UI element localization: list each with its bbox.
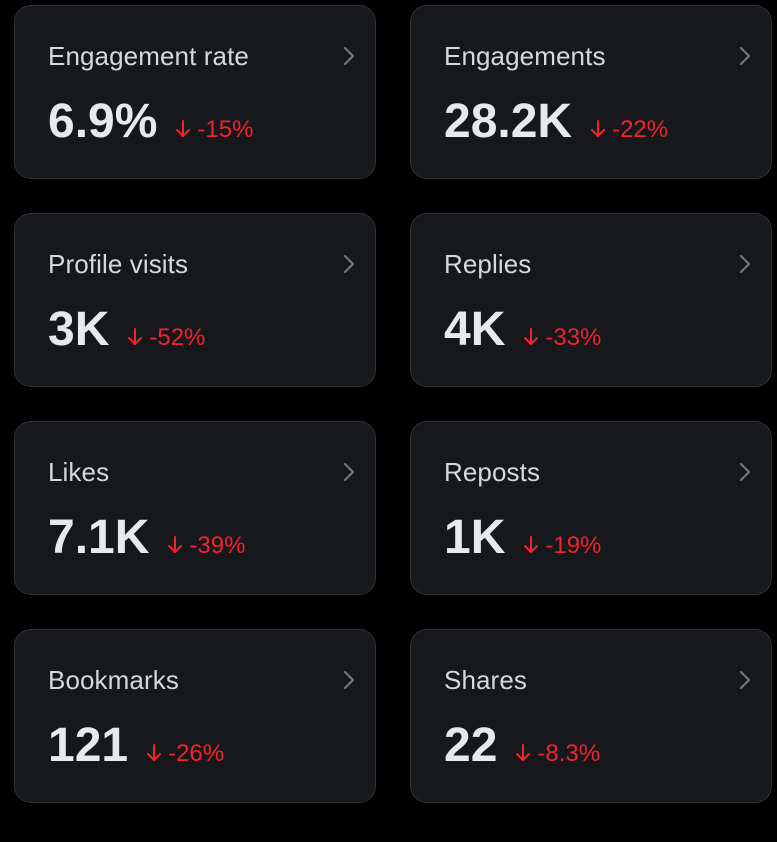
metric-value-row: 6.9% -15%: [48, 94, 253, 149]
metric-card-bookmarks[interactable]: Bookmarks 121 -26%: [14, 629, 376, 803]
metric-delta: -8.3%: [515, 740, 600, 768]
metric-value-row: 121 -26%: [48, 718, 224, 773]
metric-delta: -39%: [167, 532, 245, 560]
metric-label: Reposts: [444, 457, 541, 487]
metric-value-row: 3K -52%: [48, 302, 205, 357]
metric-value: 6.9%: [48, 95, 158, 148]
metric-delta-value: -52%: [149, 324, 206, 351]
down-arrow-icon: [175, 119, 191, 139]
down-arrow-icon: [127, 327, 143, 347]
metric-value: 28.2K: [444, 95, 573, 148]
metric-label: Profile visits: [48, 249, 189, 279]
metric-card-likes[interactable]: Likes 7.1K -39%: [14, 421, 376, 595]
metric-label: Engagement rate: [48, 41, 249, 71]
metric-label: Bookmarks: [48, 665, 179, 695]
metric-delta-value: -19%: [545, 532, 602, 559]
metric-delta-value: -22%: [612, 116, 669, 143]
metric-value-row: 22 -8.3%: [444, 718, 600, 773]
metric-value-row: 28.2K -22%: [444, 94, 668, 149]
chevron-right-icon: [339, 44, 359, 68]
metric-delta: -22%: [590, 116, 668, 144]
metric-value: 121: [48, 719, 129, 772]
metric-card-reposts[interactable]: Reposts 1K -19%: [410, 421, 772, 595]
metric-delta: -52%: [127, 324, 205, 352]
chevron-right-icon: [735, 44, 755, 68]
metric-card-engagements[interactable]: Engagements 28.2K -22%: [410, 5, 772, 179]
down-arrow-icon: [146, 743, 162, 763]
metric-value: 3K: [48, 303, 110, 356]
metric-value: 1K: [444, 511, 506, 564]
metric-delta: -15%: [175, 116, 253, 144]
metric-card-engagement-rate[interactable]: Engagement rate 6.9% -15%: [14, 5, 376, 179]
metric-value: 7.1K: [48, 511, 150, 564]
chevron-right-icon: [735, 460, 755, 484]
chevron-right-icon: [339, 668, 359, 692]
metric-card-profile-visits[interactable]: Profile visits 3K -52%: [14, 213, 376, 387]
chevron-right-icon: [735, 668, 755, 692]
metric-delta-value: -15%: [197, 116, 254, 143]
chevron-right-icon: [735, 252, 755, 276]
metric-value-row: 7.1K -39%: [48, 510, 245, 565]
metric-card-shares[interactable]: Shares 22 -8.3%: [410, 629, 772, 803]
down-arrow-icon: [590, 119, 606, 139]
metric-delta: -33%: [523, 324, 601, 352]
metric-delta-value: -8.3%: [537, 740, 601, 767]
metric-value-row: 4K -33%: [444, 302, 601, 357]
down-arrow-icon: [523, 535, 539, 555]
metric-label: Engagements: [444, 41, 606, 71]
metric-value-row: 1K -19%: [444, 510, 601, 565]
metric-label: Likes: [48, 457, 110, 487]
down-arrow-icon: [523, 327, 539, 347]
chevron-right-icon: [339, 252, 359, 276]
chevron-right-icon: [339, 460, 359, 484]
metric-card-replies[interactable]: Replies 4K -33%: [410, 213, 772, 387]
metric-delta-value: -33%: [545, 324, 602, 351]
metric-delta: -19%: [523, 532, 601, 560]
down-arrow-icon: [167, 535, 183, 555]
metric-label: Replies: [444, 249, 532, 279]
metric-delta: -26%: [146, 740, 224, 768]
metric-delta-value: -39%: [189, 532, 246, 559]
metric-value: 4K: [444, 303, 506, 356]
down-arrow-icon: [515, 743, 531, 763]
metric-label: Shares: [444, 665, 527, 695]
metric-delta-value: -26%: [168, 740, 225, 767]
metric-value: 22: [444, 719, 498, 772]
